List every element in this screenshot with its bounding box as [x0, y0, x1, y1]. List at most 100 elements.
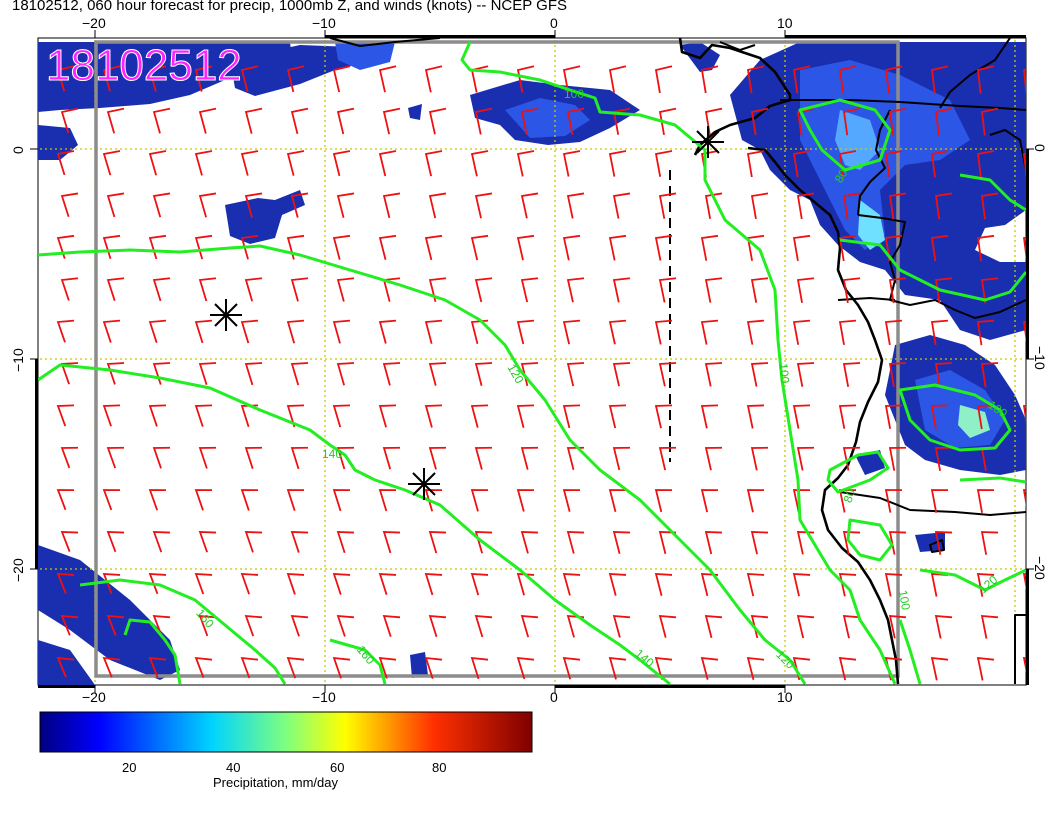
- wind-barb: [838, 65, 857, 94]
- wind-barb: [746, 656, 765, 681]
- colorbar-label: Precipitation, mm/day: [213, 775, 338, 790]
- wind-barb: [976, 656, 995, 681]
- wind-barb: [1028, 278, 1044, 303]
- wind-barb: [700, 234, 719, 261]
- wind-barb: [890, 700, 906, 722]
- wind-barb: [286, 656, 305, 679]
- wind-barb: [516, 573, 535, 596]
- wind-barb: [930, 319, 949, 346]
- wind-barb: [148, 150, 167, 176]
- wind-barb: [332, 573, 351, 595]
- wind-barb: [750, 531, 769, 555]
- wind-barb: [654, 489, 673, 513]
- lon-label-bottom: −10: [312, 689, 336, 705]
- wind-barb: [1022, 320, 1026, 343]
- wind-barb: [888, 531, 907, 555]
- wind-barb: [152, 107, 171, 134]
- wind-barb: [474, 107, 493, 135]
- lat-label-right: −20: [1032, 556, 1048, 580]
- wind-barb: [562, 573, 581, 596]
- wind-barb: [332, 489, 351, 512]
- wind-barb: [516, 489, 535, 512]
- wind-barb: [980, 362, 999, 388]
- wind-barb: [930, 489, 949, 513]
- wind-barb: [888, 107, 907, 136]
- wind-barb: [934, 446, 953, 471]
- wind-barb: [382, 107, 401, 135]
- wind-barb: [470, 150, 489, 177]
- precip-area: [800, 60, 970, 250]
- wind-barb: [700, 404, 719, 429]
- wind-barb: [378, 319, 397, 344]
- wind-barb: [566, 531, 585, 554]
- colorbar-tick: 80: [432, 760, 446, 775]
- wind-barb: [470, 573, 489, 596]
- wind-barb: [612, 277, 631, 303]
- wind-barb: [474, 277, 493, 303]
- wind-barb: [148, 573, 167, 595]
- wind-barb: [888, 362, 907, 388]
- wind-barb: [842, 531, 861, 555]
- coastline-north: [719, 41, 756, 51]
- contour-line: [38, 244, 807, 685]
- wind-barb: [654, 404, 673, 429]
- precip-area: [958, 405, 990, 438]
- wind-barb: [194, 319, 213, 344]
- wind-barb: [884, 319, 903, 346]
- contour-label: 100: [776, 363, 792, 384]
- height-contours: [38, 41, 1026, 685]
- wind-barb: [60, 614, 79, 636]
- precip-area: [410, 652, 428, 678]
- wind-barb: [424, 150, 443, 177]
- wind-barb: [424, 404, 443, 428]
- star-marker: [408, 468, 440, 500]
- lat-label-right: −10: [1032, 346, 1048, 370]
- wind-barb: [290, 531, 309, 553]
- wind-barb: [1022, 489, 1026, 508]
- wind-barb: [516, 404, 535, 428]
- lon-label-top: −20: [82, 15, 106, 31]
- contour-line: [846, 518, 894, 562]
- contour-line: [898, 383, 1012, 452]
- wind-barb: [658, 362, 677, 387]
- wind-barb: [746, 150, 765, 178]
- wind-barb: [336, 446, 355, 470]
- wind-barb: [332, 404, 351, 428]
- precip-area: [855, 450, 885, 475]
- precip-area: [38, 545, 180, 680]
- wind-barb: [60, 277, 79, 301]
- wind-barb: [930, 234, 949, 262]
- coastline-island: [989, 129, 1027, 171]
- wind-barb: [106, 446, 125, 469]
- star-marker: [210, 299, 242, 331]
- coastline: [329, 37, 1027, 685]
- wind-barb: [654, 234, 673, 261]
- contour-label: 80: [832, 167, 851, 186]
- wind-barb: [746, 65, 765, 94]
- wind-barb: [612, 614, 631, 638]
- wind-barb: [152, 192, 171, 218]
- wind-barb: [516, 234, 535, 261]
- wind-barb: [332, 234, 351, 260]
- wind-barb: [198, 192, 217, 218]
- contour-line: [798, 98, 892, 172]
- contour-label: 140: [322, 447, 342, 461]
- wind-barb: [566, 362, 585, 387]
- wind-barb: [838, 319, 857, 346]
- wind-barb: [148, 319, 167, 343]
- star-marker: [692, 126, 724, 158]
- wind-barb: [520, 614, 539, 638]
- markers: [210, 126, 724, 500]
- wind-barb: [1022, 236, 1026, 261]
- wind-barb: [286, 489, 305, 511]
- wind-barb: [382, 192, 401, 219]
- wind-barb: [977, 65, 995, 94]
- wind-barb: [981, 107, 999, 136]
- wind-barb: [194, 489, 213, 511]
- wind-barb: [56, 404, 75, 427]
- wind-barb: [428, 614, 447, 638]
- wind-barb: [60, 446, 79, 469]
- wind-barb: [608, 65, 627, 93]
- wind-barb: [244, 446, 263, 469]
- contour-label: 100: [564, 87, 584, 101]
